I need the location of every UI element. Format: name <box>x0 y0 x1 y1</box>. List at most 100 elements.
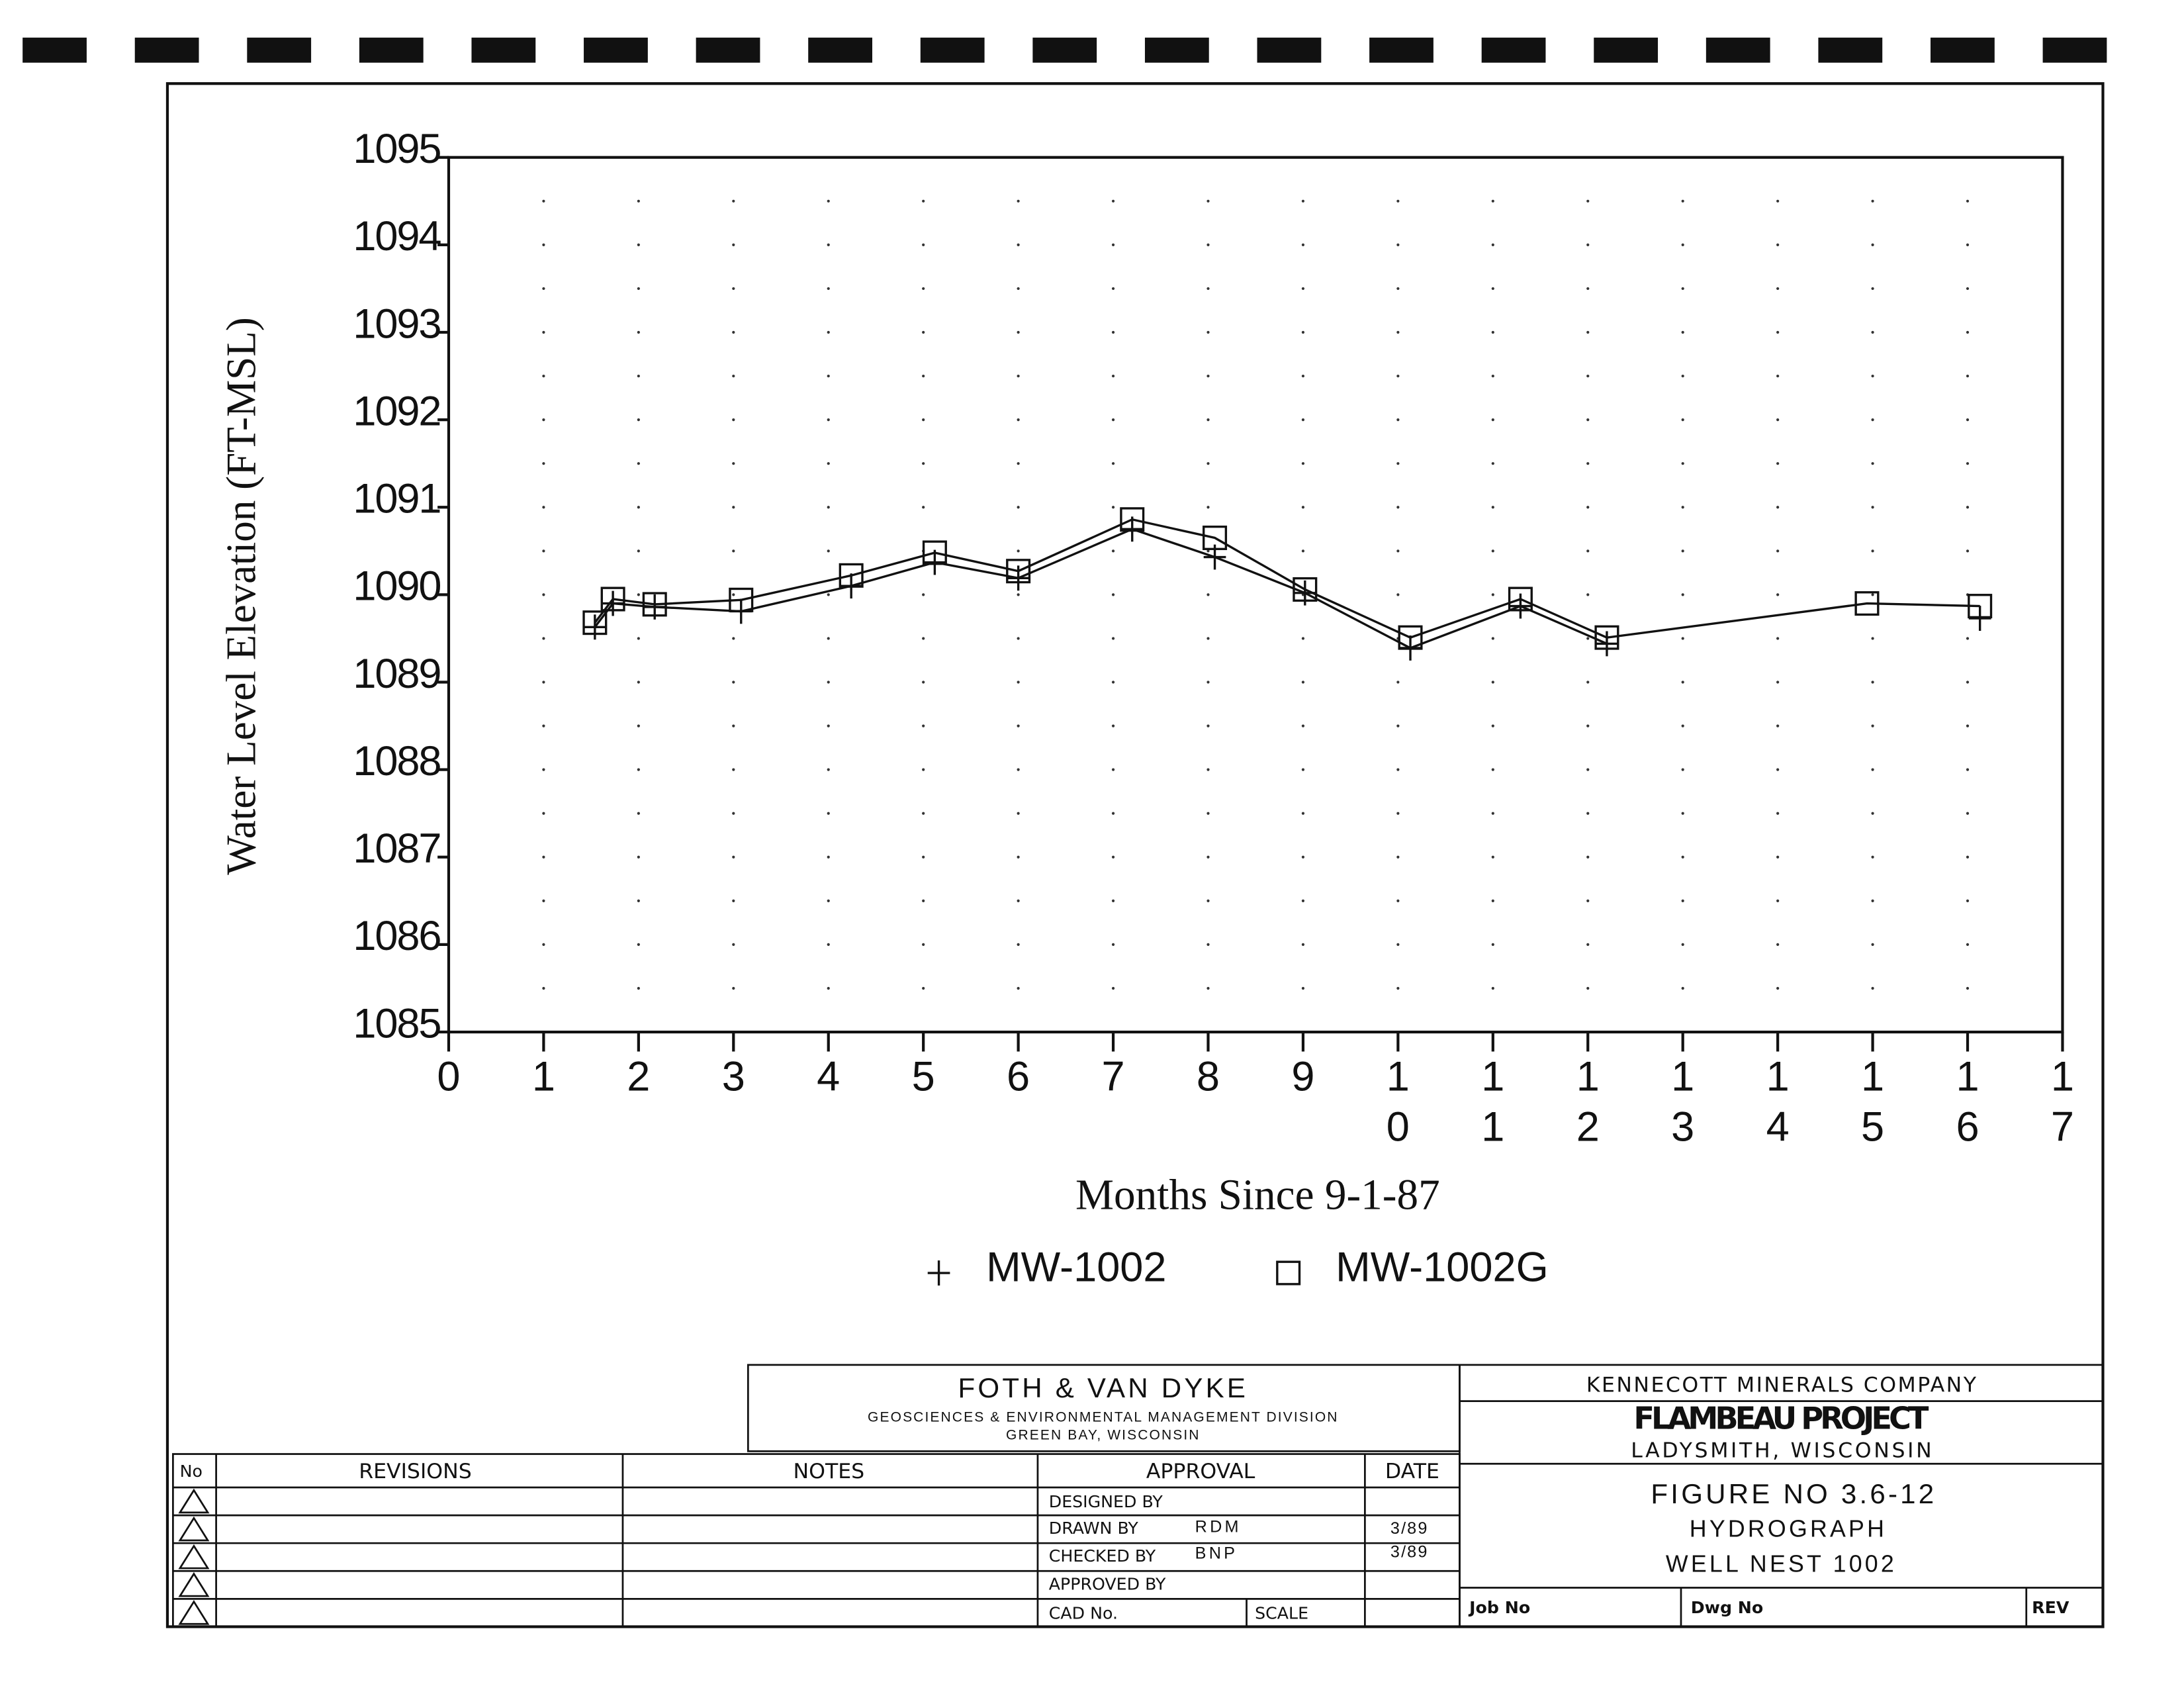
grid-dot <box>1111 243 1115 246</box>
y-tick-label: 1094 <box>353 213 441 259</box>
grid-dot <box>542 943 545 947</box>
grid-dot <box>1776 330 1780 334</box>
grid-dot <box>1871 374 1874 378</box>
figure-title: HYDROGRAPH <box>1690 1516 1887 1542</box>
drawing-number: Dwg No <box>1691 1598 1764 1617</box>
grid-dot <box>732 812 735 815</box>
grid-dot <box>1206 943 1210 947</box>
grid-dot <box>1966 986 1970 990</box>
grid-dot <box>1206 418 1210 422</box>
grid-dot <box>827 593 830 596</box>
grid-dot <box>1206 637 1210 640</box>
grid-dot <box>922 462 925 465</box>
marker <box>1120 507 1145 532</box>
x-tick-label: 8 <box>1197 1053 1220 1100</box>
grid-dot <box>1111 374 1115 378</box>
grid-dot <box>732 199 735 203</box>
dash <box>1818 37 1883 63</box>
marker <box>600 586 625 612</box>
grid-dot <box>1871 768 1874 771</box>
y-tick-label: 1086 <box>353 913 440 959</box>
marker <box>1276 1260 1301 1286</box>
dash <box>471 37 536 63</box>
grid-dot <box>1396 812 1400 815</box>
grid-dot <box>827 899 830 902</box>
marker <box>1203 525 1228 551</box>
grid-dot <box>1396 768 1400 771</box>
marker <box>1509 593 1532 619</box>
grid-dot <box>1681 593 1684 596</box>
x-axis-label: Months Since 9-1-87 <box>1075 1171 1440 1219</box>
grid-dot <box>1301 899 1305 902</box>
grid-dot <box>1111 855 1115 859</box>
grid-dot <box>1491 330 1494 334</box>
grid-dot <box>1871 637 1874 640</box>
dash <box>1257 37 1322 63</box>
legend-label: MW-1002 <box>986 1244 1166 1290</box>
grid-dot <box>1776 418 1780 422</box>
grid-dot <box>1017 899 1020 902</box>
grid-dot <box>1396 855 1400 859</box>
grid-dot <box>732 593 735 596</box>
grid-dot <box>637 812 640 815</box>
grid-dot <box>1017 593 1020 596</box>
grid-dot <box>1396 374 1400 378</box>
grid-dot <box>1491 680 1494 684</box>
grid-dot <box>1871 943 1874 947</box>
grid-dot <box>1206 506 1210 509</box>
legend-item: MW-1002 <box>927 1244 1167 1290</box>
grid-dot <box>1396 330 1400 334</box>
grid-dot <box>1966 724 1970 727</box>
grid-dot <box>1491 418 1494 422</box>
grid-dot <box>637 943 640 947</box>
grid-dot <box>1301 855 1305 859</box>
grid-dot <box>542 593 545 596</box>
grid-dot <box>542 724 545 727</box>
grid-dot <box>542 549 545 553</box>
grid-dot <box>1871 593 1874 596</box>
grid-dot <box>732 243 735 246</box>
grid-dot <box>1871 287 1874 291</box>
marker <box>927 1260 950 1286</box>
grid-dot <box>1871 199 1874 203</box>
grid-dot <box>637 243 640 246</box>
y-tick-label: 1093 <box>353 301 440 347</box>
grid-dot <box>922 418 925 422</box>
grid-dot <box>1396 243 1400 246</box>
grid-dot <box>637 549 640 553</box>
grid-dot <box>1206 199 1210 203</box>
grid-dot <box>1301 986 1305 990</box>
grid-dot <box>1111 593 1115 596</box>
grid-dot <box>1491 812 1494 815</box>
grid-dot <box>1396 899 1400 902</box>
grid-dot <box>1871 724 1874 727</box>
grid-dot <box>1491 768 1494 771</box>
grid-dot <box>1586 724 1590 727</box>
grid-dot <box>1396 986 1400 990</box>
grid-dot <box>1111 330 1115 334</box>
grid-dot <box>827 943 830 947</box>
grid-dot <box>1966 943 1970 947</box>
grid-dot <box>1776 243 1780 246</box>
grid-dot <box>1776 943 1780 947</box>
grid-dot <box>542 506 545 509</box>
grid-dot <box>1491 199 1494 203</box>
grid-dot <box>922 374 925 378</box>
grid-dot <box>1776 593 1780 596</box>
grid-dot <box>1017 768 1020 771</box>
grid-dot <box>1966 680 1970 684</box>
grid-dot <box>922 243 925 246</box>
grid-dot <box>1776 287 1780 291</box>
grid-dot <box>1681 899 1684 902</box>
grid-dot <box>1111 418 1115 422</box>
x-tick-label: 2 <box>627 1053 650 1100</box>
grid-dot <box>1111 462 1115 465</box>
grid-dot <box>1396 593 1400 596</box>
grid-dot <box>1586 593 1590 596</box>
grid-dot <box>637 637 640 640</box>
grid-dot <box>1871 418 1874 422</box>
x-tick-label: 9 <box>1291 1053 1314 1100</box>
grid-dot <box>1871 899 1874 902</box>
